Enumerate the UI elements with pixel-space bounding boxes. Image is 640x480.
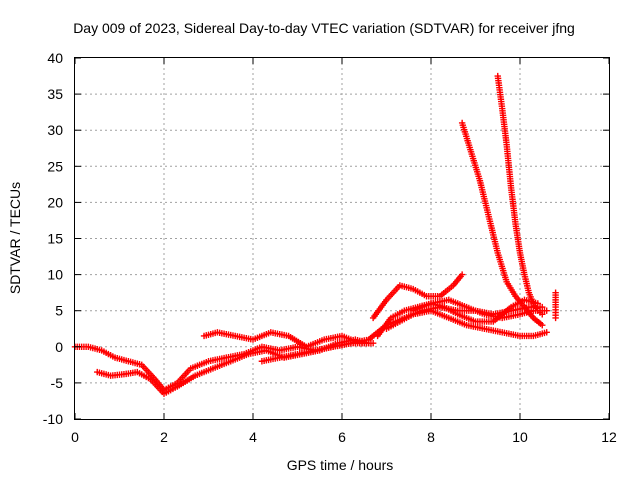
y-tick-label: 20 [47, 194, 63, 210]
y-axis-title: SDTVAR / TECUs [7, 182, 23, 294]
data-point [543, 329, 550, 336]
x-tick-label: 10 [512, 429, 528, 445]
x-axis-title: GPS time / hours [287, 457, 394, 473]
y-tick-label: 10 [47, 267, 63, 283]
series-track-9 [458, 119, 546, 329]
y-tick-label: -5 [51, 375, 64, 391]
y-tick-label: -10 [43, 411, 63, 427]
x-tick-label: 0 [71, 429, 79, 445]
data-point [539, 321, 546, 329]
y-tick-label: 25 [47, 158, 63, 174]
y-tick-label: 5 [55, 303, 63, 319]
x-tick-label: 6 [338, 429, 346, 445]
series-track-10 [494, 72, 546, 318]
x-tick-label: 8 [427, 429, 435, 445]
data-point [543, 307, 550, 314]
y-tick-label: 0 [55, 339, 63, 355]
series-track-3 [200, 329, 377, 350]
series-track-5 [369, 271, 466, 322]
x-tick-labels: 0 2 4 6 8 10 12 [71, 429, 617, 445]
y-tick-label: 40 [47, 50, 63, 66]
chart-title: Day 009 of 2023, Sidereal Day-to-day VTE… [73, 20, 575, 36]
series-track-11 [552, 289, 559, 322]
data-points [71, 72, 559, 397]
y-tick-label: 15 [47, 231, 63, 247]
plot-frame [74, 57, 610, 420]
series-track-7 [383, 307, 550, 340]
data-point [552, 314, 559, 322]
axis-ticks [74, 57, 610, 420]
y-tick-label: 30 [47, 122, 63, 138]
data-point [539, 311, 546, 318]
data-point [458, 271, 466, 278]
x-tick-label: 2 [160, 429, 168, 445]
y-tick-labels: -10 -5 0 5 10 15 20 25 30 35 40 [43, 50, 63, 427]
x-tick-label: 12 [601, 429, 617, 445]
x-tick-label: 4 [249, 429, 257, 445]
data-point [369, 339, 377, 347]
grid [75, 58, 609, 419]
y-tick-label: 35 [47, 86, 63, 102]
